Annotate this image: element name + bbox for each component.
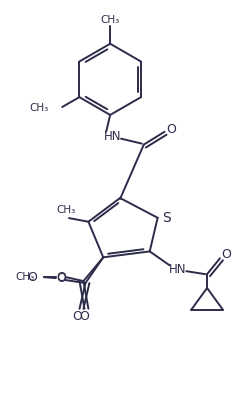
Text: O: O: [72, 310, 83, 323]
Text: O: O: [27, 270, 37, 284]
Text: HN: HN: [169, 263, 186, 276]
Text: O: O: [221, 248, 231, 261]
Text: CH₃: CH₃: [100, 15, 120, 25]
Text: CH₃: CH₃: [56, 205, 76, 215]
Text: CH₃: CH₃: [16, 272, 35, 282]
Text: HN: HN: [104, 130, 121, 143]
Text: CH₃: CH₃: [29, 103, 48, 113]
Text: O: O: [80, 310, 90, 323]
Text: S: S: [162, 211, 171, 225]
Text: O: O: [166, 123, 176, 136]
Text: O: O: [56, 270, 66, 284]
Text: O: O: [56, 272, 66, 285]
